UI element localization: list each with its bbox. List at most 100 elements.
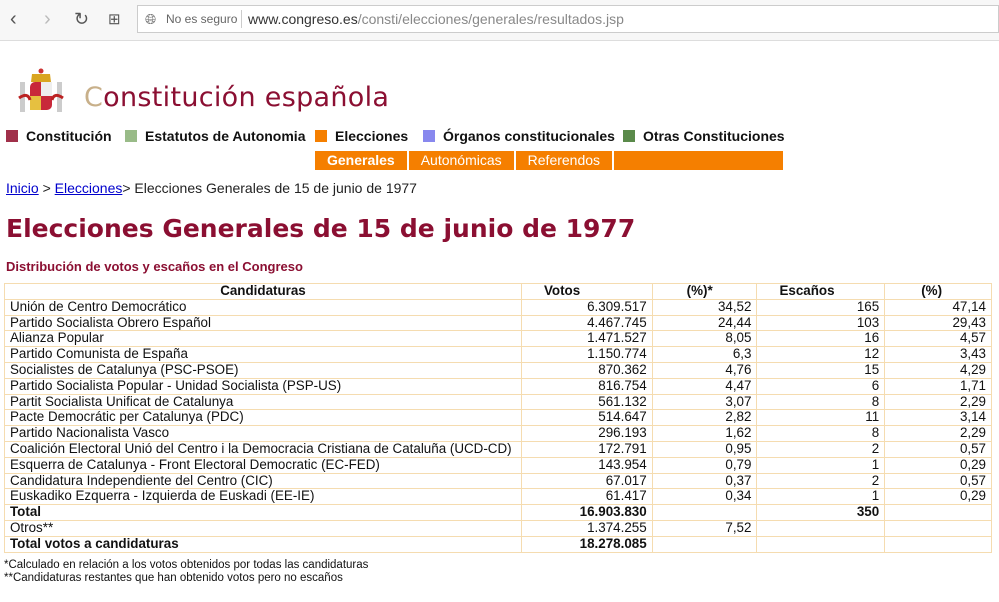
cell-candidatura: Coalición Electoral Unió del Centro i la… [4, 440, 522, 458]
cell-escanos: 6 [756, 377, 886, 395]
submenu-referendos[interactable]: Referendos [516, 151, 615, 170]
title-rest: onstitución española [103, 82, 390, 113]
breadcrumb-inicio[interactable]: Inicio [6, 180, 39, 196]
table-row: Euskadiko Ezquerra - Izquierda de Euskad… [4, 488, 992, 506]
table-row: Pacte Democrátic per Catalunya (PDC) 514.… [4, 409, 992, 427]
breadcrumb: Inicio > Elecciones> Elecciones Generale… [6, 180, 417, 196]
cell-pct-escanos: 4,57 [884, 330, 992, 348]
header-escanos: Escaños [756, 283, 886, 300]
menu-label: Constitución [26, 128, 112, 144]
cell-votos: 18.278.085 [520, 535, 653, 553]
cell-votos: 172.791 [520, 440, 653, 458]
cell-escanos [756, 519, 886, 537]
cell-candidatura: Unión de Centro Democrático [4, 298, 522, 316]
header-candidaturas: Candidaturas [4, 283, 522, 300]
table-row: Candidatura Independiente del Centro (CI… [4, 472, 992, 490]
square-icon [315, 130, 327, 142]
cell-pct-escanos: 0,57 [884, 472, 992, 490]
cell-pct-votos: 0,95 [651, 440, 758, 458]
cell-votos: 67.017 [520, 472, 653, 490]
cell-escanos: 16 [756, 330, 886, 348]
table-row: Partido Comunista de España 1.150.774 6,3 1… [4, 346, 992, 363]
cell-votos: 514.647 [520, 409, 653, 427]
cell-pct-votos: 7,52 [651, 519, 758, 537]
breadcrumb-elecciones[interactable]: Elecciones [54, 180, 123, 196]
cell-candidatura: Partido Nacionalista Vasco [4, 425, 522, 442]
cell-pct-escanos: 4,29 [884, 361, 992, 379]
title-initial: C [84, 82, 104, 113]
cell-pct-votos: 1,62 [651, 425, 758, 442]
cell-candidatura: Candidatura Independiente del Centro (CI… [4, 472, 522, 490]
apps-icon[interactable]: ⊞ [108, 11, 121, 28]
footnotes: *Calculado en relación a los votos obten… [4, 559, 368, 585]
page-subtitle: Distribución de votos y escaños en el Co… [6, 259, 303, 274]
cell-pct-votos: 8,05 [651, 330, 758, 348]
total-votos-row: Total votos a candidaturas 18.278.085 [4, 535, 992, 553]
cell-pct-votos: 4,76 [651, 361, 758, 379]
cell-votos: 816.754 [520, 377, 653, 395]
header-votos: Votos [520, 283, 653, 300]
cell-pct-votos: 0,34 [651, 488, 758, 506]
cell-votos: 6.309.517 [520, 298, 653, 316]
coat-of-arms-logo [18, 68, 64, 112]
total-row: Total 16.903.830 350 [4, 504, 992, 521]
cell-pct-escanos: 1,71 [884, 377, 992, 395]
divider [241, 10, 242, 28]
submenu-autonomicas[interactable]: Autonómicas [409, 151, 516, 170]
footnote: *Calculado en relación a los votos obten… [4, 559, 369, 571]
browser-toolbar: ‹ › ↻ ⊞ 🌐︎ No es seguro www.congreso.es/… [0, 0, 999, 41]
cell-pct-votos [651, 504, 758, 521]
submenu-generales[interactable]: Generales [315, 151, 409, 170]
cell-escanos: 12 [756, 346, 886, 363]
cell-escanos: 103 [756, 314, 886, 332]
cell-pct-escanos [884, 519, 992, 537]
cell-votos: 143.954 [520, 456, 653, 474]
cell-pct-escanos: 3,43 [884, 346, 992, 363]
table-row: Partit Socialista Unificat de Catalunya 5… [4, 393, 992, 411]
table-row: Alianza Popular 1.471.527 8,05 16 4,57 [4, 330, 992, 348]
submenu: Generales Autonómicas Referendos [315, 151, 783, 170]
breadcrumb-sep: > [38, 180, 55, 196]
cell-votos: 1.150.774 [520, 346, 653, 363]
cell-pct-escanos: 0,29 [884, 456, 992, 474]
menu-otras[interactable]: Otras Constituciones [623, 128, 785, 144]
square-icon [623, 130, 635, 142]
cell-candidatura: Partido Socialista Popular - Unidad Soci… [4, 377, 522, 395]
menu-label: Elecciones [335, 128, 409, 144]
menu-label: Estatutos de Autonomia [145, 128, 306, 144]
menu-elecciones[interactable]: Elecciones [315, 128, 408, 144]
menu-estatutos[interactable]: Estatutos de Autonomia [125, 128, 306, 144]
cell-candidatura: Pacte Democrátic per Catalunya (PDC) [4, 409, 522, 427]
cell-pct-votos: 34,52 [651, 298, 758, 316]
footnote: **Candidaturas restantes que han obtenid… [4, 572, 343, 584]
page-title: Elecciones Generales de 15 de junio de 1… [6, 214, 636, 243]
cell-votos: 870.362 [520, 361, 653, 379]
cell-candidatura: Alianza Popular [4, 330, 522, 348]
reload-icon[interactable]: ↻ [74, 9, 90, 29]
cell-pct-votos: 6,3 [651, 346, 758, 363]
cell-escanos: 8 [756, 393, 886, 411]
cell-pct-escanos: 0,57 [884, 440, 992, 458]
forward-icon[interactable]: › [44, 8, 51, 30]
cell-candidatura: Esquerra de Catalunya - Front Electoral … [4, 456, 522, 474]
menu-label: Otras Constituciones [643, 128, 785, 144]
square-icon [125, 130, 137, 142]
back-icon[interactable]: ‹ [10, 8, 17, 30]
menu-label: Órganos constitucionales [443, 128, 615, 144]
cell-pct-escanos: 2,29 [884, 425, 992, 442]
address-bar[interactable]: 🌐︎ No es seguro www.congreso.es/consti/e… [137, 5, 999, 33]
cell-pct-escanos: 29,43 [884, 314, 992, 332]
cell-escanos: 15 [756, 361, 886, 379]
cell-escanos: 165 [756, 298, 886, 316]
cell-escanos: 11 [756, 409, 886, 427]
cell-escanos: 8 [756, 425, 886, 442]
cell-votos: 296.193 [520, 425, 653, 442]
site-title[interactable]: Constitución española [84, 82, 389, 113]
table-row: Socialistes de Catalunya (PSC-PSOE) 870.3… [4, 361, 992, 379]
menu-constitucion[interactable]: Constitución [6, 128, 112, 144]
cell-pct-votos: 0,37 [651, 472, 758, 490]
cell-escanos: 350 [756, 504, 886, 521]
square-icon [6, 130, 18, 142]
url: www.congreso.es/consti/elecciones/genera… [248, 11, 624, 27]
menu-organos[interactable]: Órganos constitucionales [423, 128, 615, 144]
